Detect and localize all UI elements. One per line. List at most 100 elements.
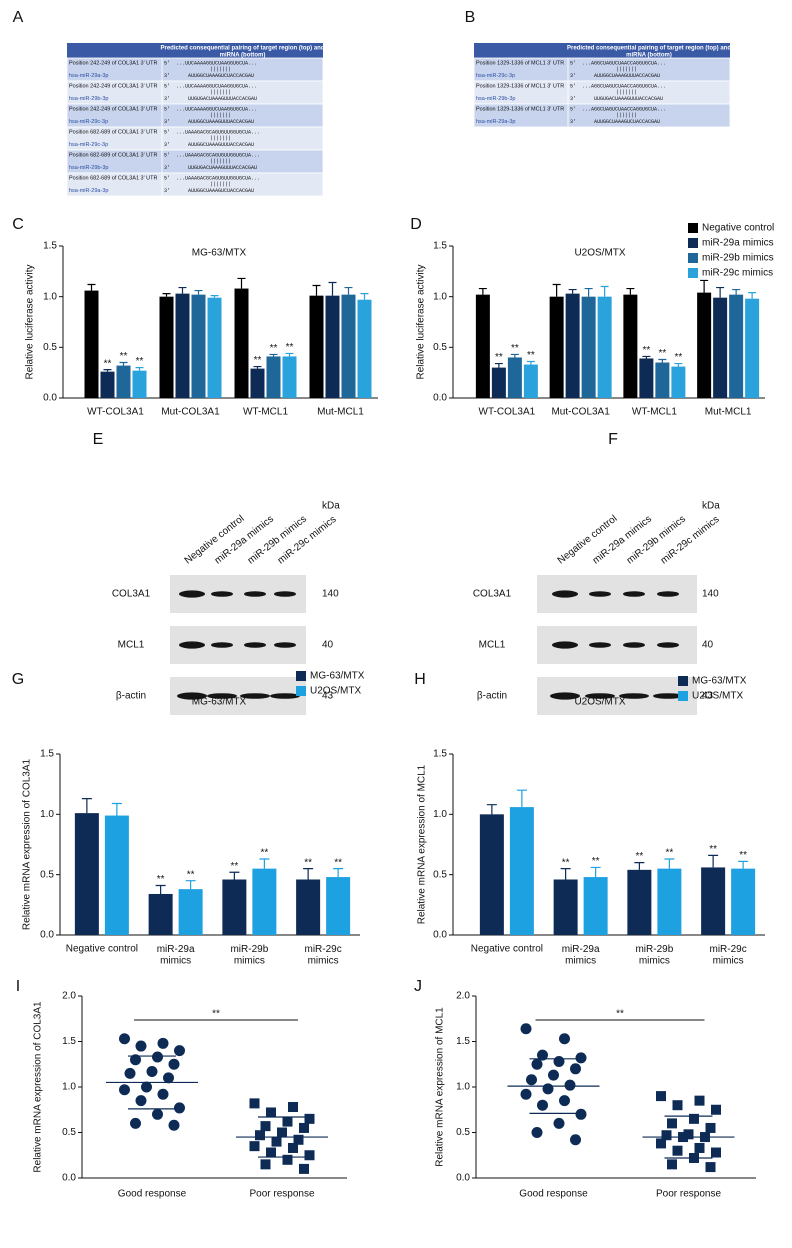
mirna-sequence: 3' AUUGGCUAAAGUUUACCACGAU xyxy=(570,73,660,79)
bar xyxy=(597,296,612,398)
data-point xyxy=(705,1122,716,1133)
mirna-name: hsa-miR-29a-3p xyxy=(476,119,515,125)
y-axis-label: Relative mRNA expression of COL3A1 xyxy=(33,1001,44,1173)
error-bar xyxy=(658,358,667,363)
x-tick-label: miR-29b mimics xyxy=(230,944,268,967)
bar xyxy=(282,356,297,398)
x-tick-label: WT-MCL1 xyxy=(243,407,288,418)
band xyxy=(619,693,649,699)
protein-label: MCL1 xyxy=(118,640,145,651)
legend-swatch xyxy=(688,223,698,233)
significance: ** xyxy=(511,343,519,354)
band xyxy=(585,693,615,699)
y-axis-label: Relative mRNA expression of COL3A1 xyxy=(22,758,33,930)
table-header-text: Predicted consequential pairing of targe… xyxy=(160,45,324,58)
legend-label: miR-29b mimics xyxy=(702,253,774,264)
bar xyxy=(565,293,580,398)
significance: ** xyxy=(260,848,268,859)
error-bar xyxy=(708,854,719,868)
table-row xyxy=(66,172,324,197)
data-point xyxy=(174,1102,185,1114)
legend-swatch xyxy=(678,691,688,701)
band xyxy=(274,591,296,597)
bar xyxy=(132,370,147,398)
mirna-sequence: 3' AUUGGCUAAAGUUUACCACGAU xyxy=(164,142,254,148)
band xyxy=(211,642,233,648)
error-bar xyxy=(178,286,187,294)
bar xyxy=(250,368,265,398)
legend-swatch xyxy=(688,238,698,248)
y-tick-label: 2.0 xyxy=(62,991,76,1002)
data-point xyxy=(553,1056,565,1068)
bar xyxy=(100,371,115,398)
data-point xyxy=(672,1145,683,1156)
bar xyxy=(341,294,356,398)
data-point xyxy=(542,1083,554,1095)
mirna-sequence: 3' UUGUGACUAAAGUUUACCACGAU xyxy=(164,165,257,171)
data-point xyxy=(157,1037,169,1049)
pairing: ||||||| xyxy=(210,89,231,95)
panel-label: H xyxy=(414,671,426,688)
bar xyxy=(159,296,174,398)
error-bar xyxy=(642,355,651,359)
data-point xyxy=(271,1136,282,1147)
data-point xyxy=(537,1099,548,1111)
significance: ** xyxy=(665,848,673,859)
band xyxy=(623,642,645,648)
target-sequence: 5' ...UUCAAAAGGUCUAAGGUGCUA... xyxy=(164,83,257,89)
data-point xyxy=(656,1091,666,1102)
bar xyxy=(627,869,652,935)
chart-title: U2OS/MTX xyxy=(574,248,625,259)
significance: ** xyxy=(562,857,570,868)
pairing: ||||||| xyxy=(616,66,637,72)
mirna-name: hsa-miR-29b-3p xyxy=(69,96,108,102)
significance: ** xyxy=(157,874,165,885)
significance: ** xyxy=(635,851,643,862)
error-bar xyxy=(285,352,294,357)
target-name: Position 1329-1336 of MCL1 3' UTR xyxy=(476,83,564,89)
error-bar xyxy=(486,804,497,815)
error-bar xyxy=(111,802,122,816)
data-point xyxy=(553,1117,565,1129)
y-axis-label: Relative luciferase activity xyxy=(25,264,36,379)
data-point xyxy=(124,1067,136,1079)
band xyxy=(177,692,207,700)
significance: ** xyxy=(334,857,342,868)
mirna-name: hsa-miR-29a-3p xyxy=(69,188,108,194)
chart-title: MG-63/MTX xyxy=(192,248,247,259)
mirna-name: hsa-miR-29c-3p xyxy=(69,142,108,148)
data-point xyxy=(266,1147,276,1158)
legend-label: Negative control xyxy=(702,223,774,234)
band xyxy=(589,642,611,648)
band xyxy=(179,590,205,598)
mirna-name: hsa-miR-29b-3p xyxy=(69,165,108,171)
bar xyxy=(507,357,522,398)
data-point xyxy=(299,1122,309,1133)
error-bar xyxy=(568,288,577,294)
error-bar xyxy=(328,281,337,296)
target-name: Position 1329-1336 of MCL1 3' UTR xyxy=(476,106,564,112)
error-bar xyxy=(269,353,278,357)
significance: ** xyxy=(709,844,717,855)
protein-label: β-actin xyxy=(477,691,507,702)
data-point xyxy=(152,1051,163,1063)
x-tick-label: WT-COL3A1 xyxy=(479,407,536,418)
x-tick-label: Mut-MCL1 xyxy=(317,407,364,418)
protein-label: MCL1 xyxy=(479,640,506,651)
x-tick-label: WT-COL3A1 xyxy=(87,407,144,418)
error-bar xyxy=(162,293,171,297)
legend-swatch xyxy=(296,671,306,681)
error-bar xyxy=(119,361,128,366)
error-bar xyxy=(344,286,353,295)
bar xyxy=(175,293,190,398)
bar xyxy=(697,292,712,398)
y-tick-label: 1.5 xyxy=(433,749,447,760)
error-bar xyxy=(259,858,270,869)
bar xyxy=(553,879,578,935)
data-point xyxy=(711,1104,721,1115)
bar xyxy=(234,288,249,398)
panel-label: G xyxy=(12,671,24,688)
